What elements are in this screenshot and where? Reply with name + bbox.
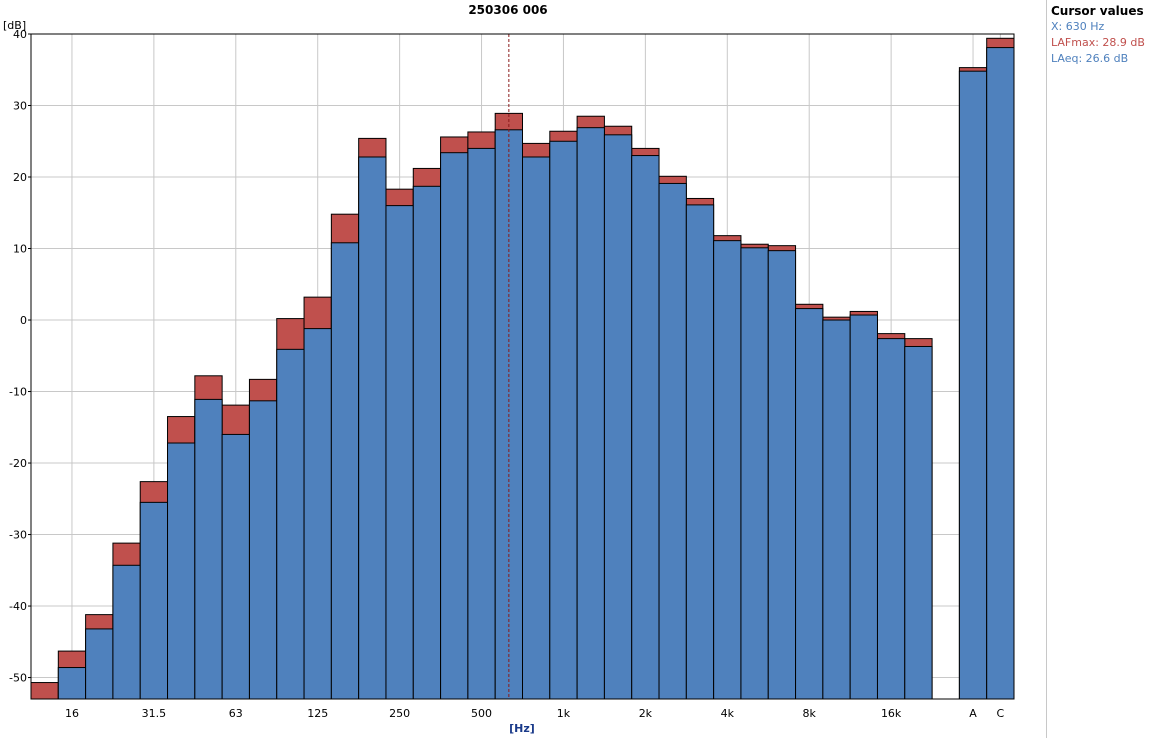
y-tick-label: 10 <box>13 243 27 256</box>
spectrum-chart[interactable]: 250306 006 [dB] [Hz] 40 30 20 10 0 -10 -20 -30 -… <box>0 0 1046 738</box>
y-tick-label: -50 <box>9 672 27 685</box>
bar-laeq[interactable] <box>412 185 442 700</box>
x-tick-label: 31.5 <box>142 707 167 720</box>
bar-laeq[interactable] <box>631 155 660 700</box>
x-tick-label: 250 <box>389 707 410 720</box>
cursor-laeq-value: LAeq: 26.6 dB <box>1051 52 1129 65</box>
x-tick-label: 63 <box>229 707 243 720</box>
x-tick-label: 125 <box>307 707 328 720</box>
bar-laeq[interactable] <box>795 308 824 700</box>
y-tick-label: -10 <box>9 386 27 399</box>
bar-laeq[interactable] <box>139 501 169 700</box>
y-tick-label: 0 <box>20 314 27 327</box>
x-tick-label: A <box>969 707 977 720</box>
bar-laeq[interactable] <box>85 628 114 700</box>
y-axis-unit: [dB] <box>3 19 26 32</box>
bar-laeq[interactable] <box>358 156 387 700</box>
bar-laeq[interactable] <box>194 398 223 700</box>
x-axis-unit: [Hz] <box>509 722 535 735</box>
bar-laeq[interactable] <box>385 205 414 700</box>
bar-laeq[interactable] <box>849 314 878 700</box>
y-tick-label: 40 <box>13 28 27 41</box>
x-axis-ticks: 16 31.5 63 125 250 500 1k 2k 4k 8k 16k A C <box>65 707 1005 720</box>
y-tick-label: 20 <box>13 171 27 184</box>
bar-laeq[interactable] <box>740 247 769 700</box>
bar-laeq[interactable] <box>658 182 687 700</box>
bar-laeq[interactable] <box>440 152 469 700</box>
bar-laeq[interactable] <box>767 250 797 700</box>
bar-laeq[interactable] <box>986 47 1015 700</box>
x-tick-label: 16k <box>881 707 902 720</box>
x-tick-label: 1k <box>557 707 571 720</box>
cursor-lafmax-value: LAFmax: 28.9 dB <box>1051 36 1145 49</box>
y-tick-label: -40 <box>9 600 27 613</box>
cursor-values-title: Cursor values <box>1051 4 1144 18</box>
bar-laeq[interactable] <box>248 400 278 700</box>
bar-laeq[interactable] <box>904 345 933 700</box>
bar-laeq[interactable] <box>112 564 141 700</box>
plot-frame <box>30 33 1015 700</box>
bar-laeq[interactable] <box>958 70 988 700</box>
x-tick-label: 2k <box>639 707 653 720</box>
y-tick-label: 30 <box>13 100 27 113</box>
bar-laeq[interactable] <box>221 433 250 700</box>
bar-laeq[interactable] <box>167 442 196 700</box>
x-tick-label: C <box>997 707 1005 720</box>
bar-laeq[interactable] <box>522 156 551 700</box>
x-tick-label: 16 <box>65 707 79 720</box>
bar-laeq[interactable] <box>876 338 906 700</box>
bar-laeq[interactable] <box>603 134 633 700</box>
x-tick-label: 4k <box>721 707 735 720</box>
bar-laeq[interactable] <box>303 328 332 700</box>
bar-laeq[interactable] <box>276 348 305 700</box>
y-tick-label: -30 <box>9 529 27 542</box>
bar-laeq[interactable] <box>57 667 87 700</box>
cursor-values-panel: Cursor values X: 630 Hz LAFmax: 28.9 dB … <box>1046 0 1149 738</box>
bar-laeq[interactable] <box>549 140 578 700</box>
bar-laeq[interactable] <box>713 240 742 700</box>
chart-title: 250306 006 <box>468 3 547 17</box>
cursor-x-value: X: 630 Hz <box>1051 20 1105 33</box>
y-tick-label: -20 <box>9 457 27 470</box>
bar-lafmax[interactable] <box>30 682 59 700</box>
x-tick-label: 500 <box>471 707 492 720</box>
bar-laeq[interactable] <box>822 319 851 700</box>
x-tick-label: 8k <box>803 707 817 720</box>
bar-laeq[interactable] <box>576 127 605 700</box>
bar-laeq[interactable] <box>330 242 360 700</box>
bar-laeq[interactable] <box>467 147 496 700</box>
bar-laeq[interactable] <box>685 204 715 700</box>
y-axis-ticks: 40 30 20 10 0 -10 -20 -30 -40 -50 <box>9 28 31 685</box>
